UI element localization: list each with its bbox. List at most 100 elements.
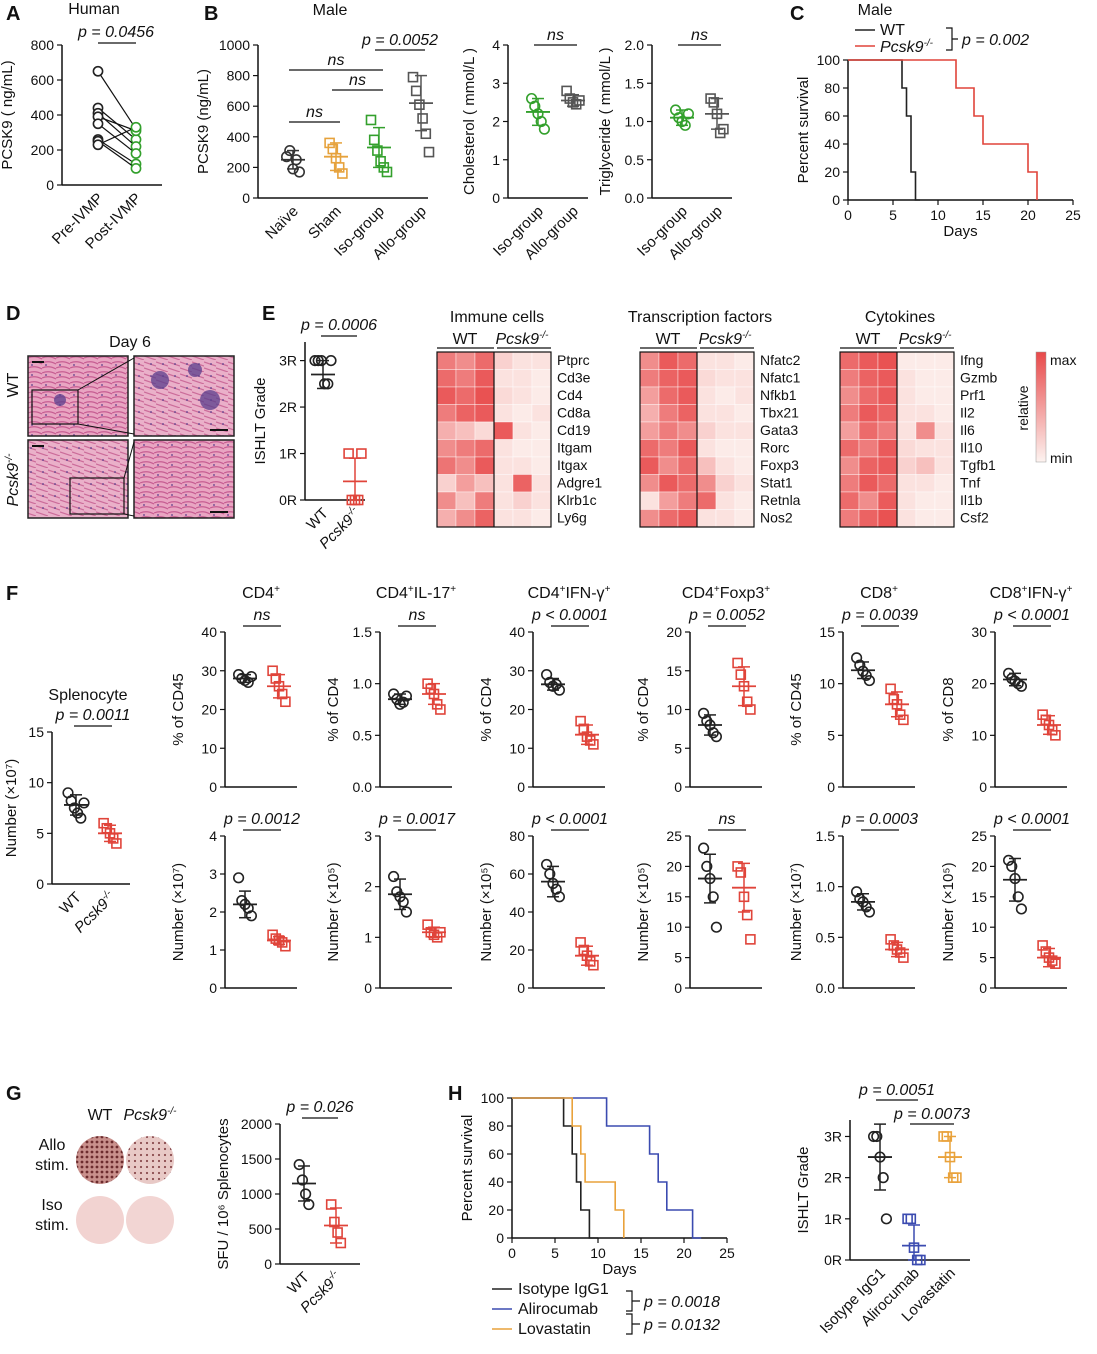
H1-x-label: Days xyxy=(602,1261,636,1278)
heatmap-cell xyxy=(658,351,679,370)
F11-point xyxy=(863,906,876,918)
F10-y-label: Number (×10⁵) xyxy=(635,862,652,961)
elispot-ko-iso-well xyxy=(126,1196,174,1244)
heatmap-cell xyxy=(658,509,679,528)
C-ytick-label: 20 xyxy=(824,164,840,180)
histology-panel: Day 6 WT Pcsk9-/- xyxy=(4,334,235,519)
H1-y-label: Percent survival xyxy=(459,1115,476,1222)
F11-point xyxy=(898,952,909,963)
B2-ytick-label: 3 xyxy=(492,75,500,91)
F1-pvalue: ns xyxy=(254,607,271,624)
B3-ytick-label: 0.5 xyxy=(625,152,645,168)
heatmap-cell xyxy=(531,369,552,388)
chart-f1: 0 10 20 30 40 % of CD45 ns xyxy=(170,607,297,795)
F10-ytick-label: 20 xyxy=(666,858,682,874)
F10-point xyxy=(735,867,747,878)
E-point xyxy=(356,448,367,459)
B1-comparison-label: ns xyxy=(349,72,366,89)
heatmap-cell xyxy=(896,404,917,423)
heatmap-cell xyxy=(858,509,879,528)
heatmap-cell xyxy=(715,404,736,423)
heatmap-cell xyxy=(531,474,552,493)
heatmap-gene-label: Itgam xyxy=(557,440,592,456)
heatmap-cell xyxy=(512,404,533,423)
panel-label-c: C xyxy=(790,3,804,25)
F3-point xyxy=(575,715,586,727)
panel-label-b: B xyxy=(204,3,218,25)
H2-ytick-label: 0R xyxy=(824,1252,842,1268)
F6-ytick-label: 20 xyxy=(971,676,987,692)
panel-label-g: G xyxy=(6,1083,22,1105)
F5-point xyxy=(898,714,909,726)
heatmap-cell xyxy=(877,386,898,405)
F8-ytick-label: 2 xyxy=(364,879,372,895)
heatmap-cell xyxy=(436,439,457,458)
heatmap-cell xyxy=(858,491,879,510)
F3-ytick-label: 20 xyxy=(509,702,525,718)
B3-ytick-label: 2.0 xyxy=(625,37,645,53)
F9-ytick-label: 60 xyxy=(509,866,525,882)
F6-ytick-label: 30 xyxy=(971,624,987,640)
heatmap-cell xyxy=(734,509,755,528)
heatmap-cell xyxy=(474,491,495,510)
H1-bracket-1 xyxy=(626,1290,640,1312)
B1-point xyxy=(414,99,425,110)
B1-point xyxy=(365,114,377,126)
H1-ytick-label: 100 xyxy=(481,1090,505,1106)
heatmap-cell xyxy=(639,474,660,493)
F2-ytick-label: 1.0 xyxy=(353,676,373,692)
heatmap-cell xyxy=(512,509,533,528)
F0-point xyxy=(75,812,87,824)
heatmap-cell xyxy=(715,369,736,388)
F9-pvalue: p < 0.0001 xyxy=(531,811,608,828)
A-post-point xyxy=(130,121,142,133)
chart-f10: 0 5 10 15 20 25 Number (×10⁵) ns xyxy=(635,811,762,996)
heatmap-cell xyxy=(896,351,917,370)
heatmap-cell xyxy=(493,351,514,370)
heatmap-cell xyxy=(715,474,736,493)
B1-x-label: Naïve xyxy=(262,203,302,243)
heatmap-cell xyxy=(474,386,495,405)
heatmap-cell xyxy=(877,474,898,493)
heatmap-cell xyxy=(436,456,457,475)
heatmap-cell xyxy=(858,456,879,475)
chart-f6: 0 10 20 30 % of CD8 p < 0.0001 xyxy=(940,607,1070,795)
F9-point xyxy=(575,937,586,948)
heatmap-gene-label: Cd19 xyxy=(557,422,591,438)
B1-point xyxy=(375,155,386,167)
F1-ytick-label: 20 xyxy=(201,702,217,718)
F12-point xyxy=(1050,958,1061,969)
heatmap-cell xyxy=(531,439,552,458)
heatmap-cell xyxy=(639,386,660,405)
heatmap-cell xyxy=(455,404,476,423)
heatmap-cell xyxy=(839,351,860,370)
heatmap-gene-label: Gata3 xyxy=(760,422,798,438)
F8-y-label: Number (×10⁵) xyxy=(325,862,342,961)
heatmap-gene-label: Ly6g xyxy=(557,510,587,526)
heatmap-cell xyxy=(493,404,514,423)
H1-legend-label: Isotype IgG1 xyxy=(518,1281,609,1298)
E-point xyxy=(343,448,354,459)
heatmap-gene-label: Gzmb xyxy=(960,370,998,386)
heatmap-cell xyxy=(658,439,679,458)
heatmap-cell xyxy=(512,386,533,405)
heatmap-cell xyxy=(436,474,457,493)
B1-ytick-label: 600 xyxy=(227,98,251,114)
F10-point xyxy=(710,921,723,933)
B2-ytick-label: 0 xyxy=(492,190,500,206)
H1-series-0 xyxy=(512,1097,598,1239)
F3-title: CD4+IFN-γ+ xyxy=(528,584,611,602)
heatmap-cell xyxy=(734,404,755,423)
heatmap-cell xyxy=(934,509,955,528)
B1-y-label: PCSK9 (ng/mL) xyxy=(195,69,212,174)
B1-ytick-label: 200 xyxy=(227,159,251,175)
F10-ytick-label: 0 xyxy=(674,980,682,996)
heatmap-scale-relative: relative xyxy=(1015,385,1031,430)
chart-f7: 0 1 2 3 4 Number (×10⁷) p = 0.0012 xyxy=(170,811,300,996)
heatmap-cell xyxy=(858,439,879,458)
elispot-wt-iso-well xyxy=(76,1196,124,1244)
F10-pvalue: ns xyxy=(719,811,736,828)
heatmap-cell xyxy=(839,491,860,510)
heatmap-cell xyxy=(474,369,495,388)
F9-ytick-label: 40 xyxy=(509,904,525,920)
